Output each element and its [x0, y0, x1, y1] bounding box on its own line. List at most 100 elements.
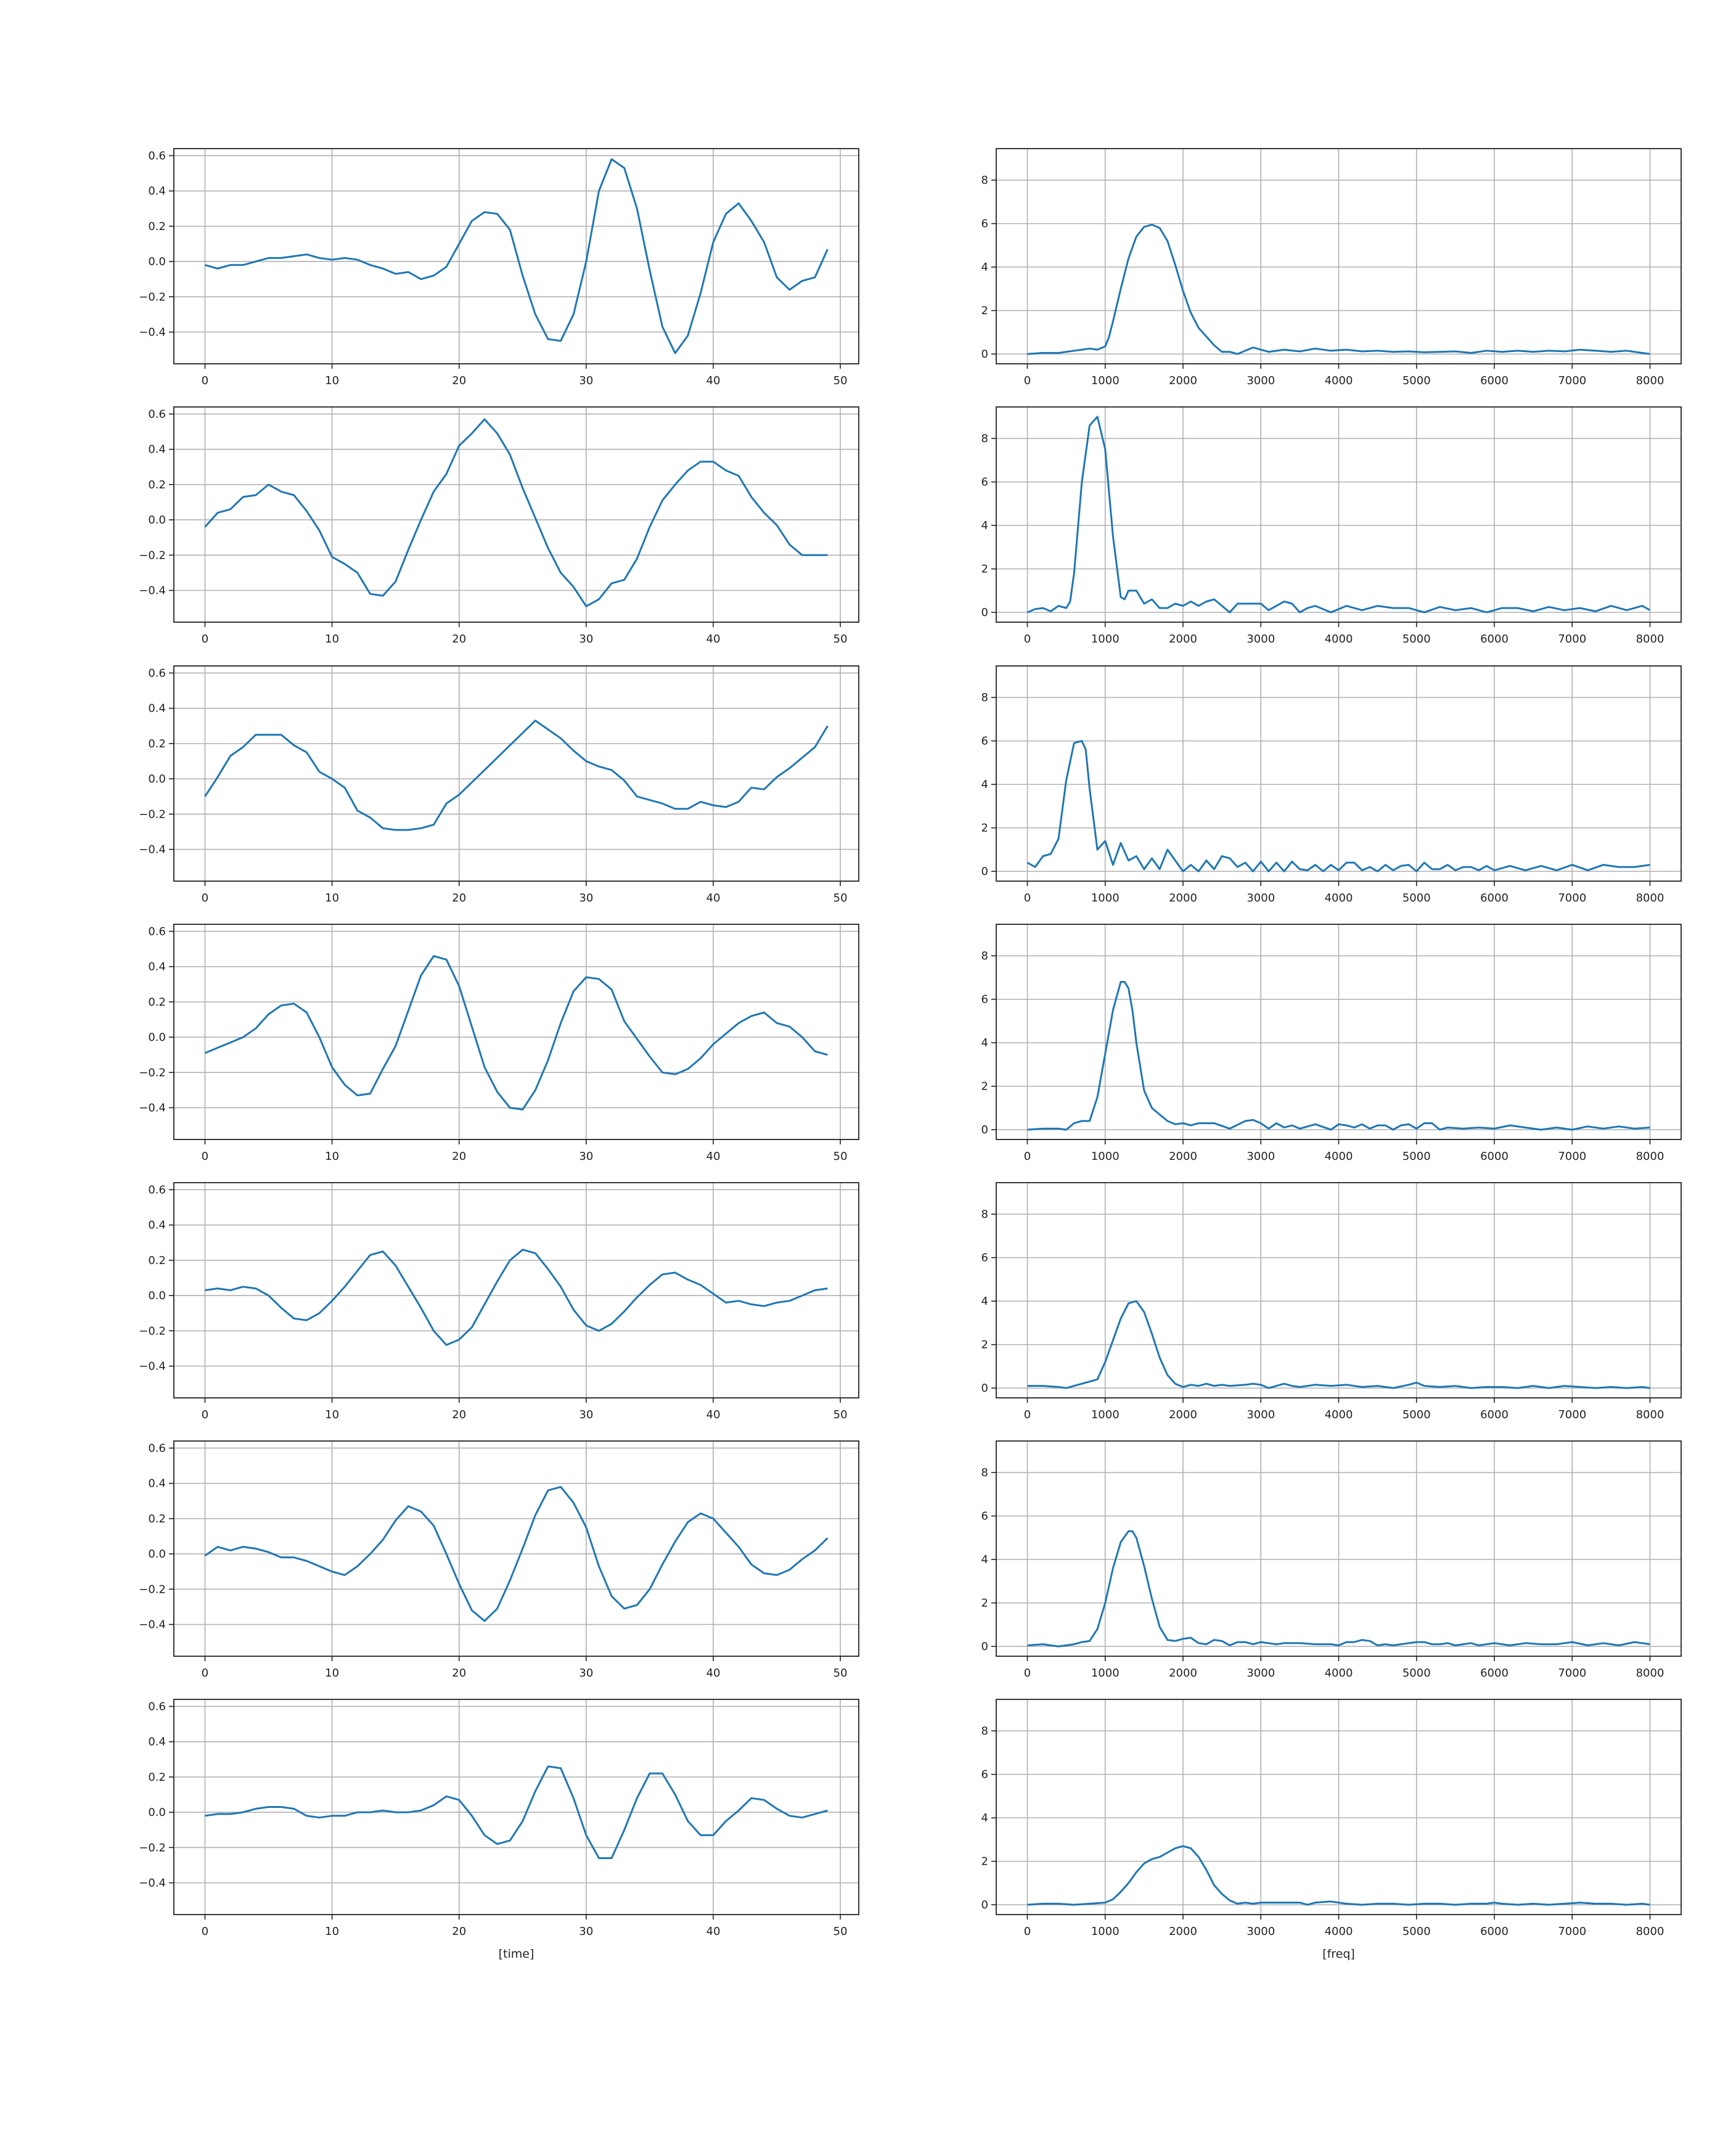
x-tick-label: 8000: [1636, 633, 1664, 646]
subplot-freq-6: 0 1000 2000 3000 4000 5000 6000 7000 8000 0 2 4 6 8: [981, 1440, 1682, 1680]
x-tick-label: 30: [579, 1925, 593, 1938]
series-line: [205, 1765, 828, 1859]
x-tick-label: 0: [202, 892, 208, 905]
y-tick-label: 6: [981, 1510, 988, 1523]
x-tick-label: 2000: [1169, 374, 1197, 387]
x-tick-label: 6000: [1480, 633, 1509, 646]
y-tick-label: 6: [981, 218, 988, 231]
x-tick-label: 10: [325, 1667, 339, 1680]
y-tick-label: 0.0: [148, 514, 166, 527]
subplot-time-1: 0 10 20 30 40 50 −0.4 −0.2 0.0 0.2 0.4 0.6: [139, 148, 859, 387]
x-tick-label: 1000: [1091, 892, 1120, 905]
y-tick-label: 0.2: [148, 1254, 166, 1267]
x-tick-label: 8000: [1636, 1408, 1664, 1421]
y-tick-label: 0.0: [148, 255, 166, 268]
y-tick-label: 2: [981, 563, 988, 576]
series-line: [1027, 1300, 1650, 1389]
subplot-time-4: 0 10 20 30 40 50 −0.4 −0.2 0.0 0.2 0.4 0.6: [139, 924, 859, 1163]
y-tick-label: 2: [981, 1080, 988, 1093]
plot-area: [174, 1441, 859, 1656]
x-tick-label: 5000: [1402, 1925, 1431, 1938]
axes-frame: [173, 148, 859, 364]
x-tick-label: 4000: [1325, 1408, 1353, 1421]
x-tick-label: 3000: [1247, 1408, 1275, 1421]
x-tick-label: 6000: [1480, 1925, 1509, 1938]
y-tick-label: 8: [981, 691, 988, 704]
x-tick-label: 7000: [1558, 1408, 1586, 1421]
y-tick-label: −0.4: [139, 1877, 166, 1890]
x-tick-label: 20: [452, 1925, 466, 1938]
x-tick-label: 8000: [1636, 892, 1664, 905]
x-tick-label: 6000: [1480, 892, 1509, 905]
x-tick-label: 8000: [1636, 374, 1664, 387]
x-tick-label: 20: [452, 633, 466, 646]
x-tick-label: 0: [202, 1150, 208, 1163]
y-tick-label: −0.4: [139, 1102, 166, 1115]
y-tick-label: 2: [981, 305, 988, 318]
series-line: [204, 955, 828, 1111]
x-tick-label: 50: [833, 1150, 848, 1163]
y-tick-label: 2: [981, 1339, 988, 1352]
y-tick-label: −0.2: [139, 1066, 166, 1079]
x-tick-label: 4000: [1325, 892, 1353, 905]
x-tick-label: 40: [706, 1925, 721, 1938]
plot-area: [174, 924, 859, 1139]
y-tick-label: 0: [981, 1382, 988, 1395]
x-tick-label: 30: [579, 1408, 593, 1421]
x-tick-label: 50: [833, 892, 848, 905]
subplot-freq-3: 0 1000 2000 3000 4000 5000 6000 7000 8000 0 2 4 6 8: [981, 665, 1682, 905]
y-tick-label: 0.6: [148, 667, 166, 680]
y-tick-label: 0.6: [148, 925, 166, 938]
series-line: [1026, 416, 1651, 614]
subplot-freq-4: 0 1000 2000 3000 4000 5000 6000 7000 8000 0 2 4 6 8: [981, 924, 1682, 1163]
x-tick-label: 7000: [1558, 892, 1586, 905]
y-tick-label: 4: [981, 1295, 988, 1308]
x-tick-label: 20: [452, 892, 466, 905]
y-tick-label: 8: [981, 1725, 988, 1738]
x-tick-label: 5000: [1402, 374, 1431, 387]
x-tick-label: 1000: [1091, 374, 1120, 387]
x-tick-label: 50: [833, 1925, 848, 1938]
x-tick-label: 1000: [1091, 1667, 1120, 1680]
y-tick-label: −0.2: [139, 808, 166, 821]
y-tick-label: −0.4: [139, 844, 166, 856]
x-tick-label: 0: [1024, 633, 1031, 646]
x-tick-label: 7000: [1558, 633, 1586, 646]
x-tick-label: 40: [706, 1667, 721, 1680]
x-tick-label: 50: [833, 633, 848, 646]
x-tick-label: 40: [706, 892, 721, 905]
plot-area: [174, 1699, 859, 1915]
subplot-freq-5: 0 1000 2000 3000 4000 5000 6000 7000 8000 0 2 4 6 8: [981, 1182, 1682, 1421]
x-tick-label: 0: [202, 1667, 208, 1680]
y-tick-label: 0.4: [148, 1477, 166, 1490]
series-line: [205, 1249, 828, 1346]
y-tick-label: −0.4: [139, 1619, 166, 1632]
x-axis-label: [time]: [499, 1947, 534, 1961]
x-tick-label: 20: [452, 374, 466, 387]
y-tick-label: 0.2: [148, 996, 166, 1009]
axes-frame: [173, 406, 859, 623]
y-tick-label: 0.2: [148, 220, 166, 233]
x-tick-label: 7000: [1558, 1925, 1586, 1938]
y-tick-label: 8: [981, 174, 988, 187]
subplot-time-6: 0 10 20 30 40 50 −0.4 −0.2 0.0 0.2 0.4 0.6: [139, 1440, 859, 1680]
axes-frame: [173, 924, 859, 1140]
plot-area: [174, 149, 859, 364]
y-tick-label: 0.2: [148, 1513, 166, 1525]
x-tick-label: 4000: [1325, 633, 1353, 646]
x-tick-label: 10: [325, 892, 339, 905]
x-tick-label: 5000: [1402, 1667, 1431, 1680]
x-tick-label: 2000: [1169, 892, 1197, 905]
y-tick-label: 2: [981, 822, 988, 835]
subplot-time-2: 0 10 20 30 40 50 −0.4 −0.2 0.0 0.2 0.4 0.6: [139, 406, 859, 646]
x-tick-label: 4000: [1325, 1925, 1353, 1938]
series-line: [204, 1485, 829, 1622]
x-tick-label: 5000: [1402, 1150, 1431, 1163]
x-tick-label: 3000: [1247, 1150, 1275, 1163]
x-tick-label: 10: [325, 1925, 339, 1938]
x-tick-label: 40: [706, 1150, 721, 1163]
y-tick-label: 8: [981, 1466, 988, 1479]
axes-frame: [173, 665, 859, 882]
y-tick-label: 0.0: [148, 1548, 166, 1561]
